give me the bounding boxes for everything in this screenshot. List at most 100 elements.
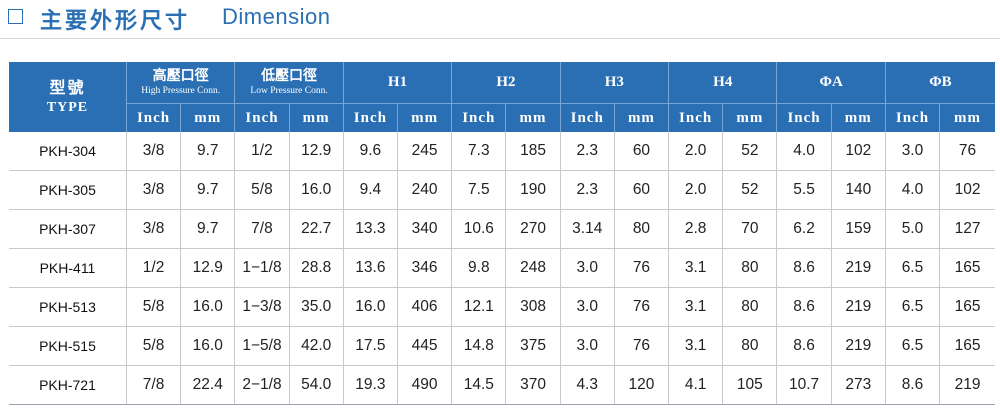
value-cell: 7/8: [125, 365, 181, 405]
high-pressure-conn-cn: 高壓口徑: [152, 68, 209, 84]
high-pressure-conn-header: 高壓口徑 High Pressure Conn.: [125, 62, 235, 104]
value-cell: 1−5/8: [234, 326, 290, 366]
value-cell: 12.9: [180, 248, 235, 288]
value-cell: 13.6: [342, 248, 398, 288]
value-cell: 8.6: [884, 365, 940, 405]
value-cell: 52: [722, 170, 777, 210]
value-cell: 80: [722, 287, 777, 327]
phi-a-header: ΦA: [776, 62, 886, 104]
table-row: PKH-411 1/2 12.9 1−1/8 28.8 13.6 346 9.8 248 3.0 7…: [9, 248, 995, 288]
value-cell: 28.8: [288, 248, 344, 288]
value-cell: 4.1: [668, 365, 723, 405]
value-cell: 375: [505, 326, 561, 366]
low-pressure-mm-header: mm: [288, 103, 344, 132]
value-cell: 6.2: [776, 209, 832, 249]
value-cell: 102: [830, 132, 886, 171]
value-cell: 16.0: [180, 287, 235, 327]
value-cell: 70: [722, 209, 777, 249]
value-cell: 14.5: [451, 365, 506, 405]
value-cell: 80: [722, 248, 777, 288]
value-cell: 370: [505, 365, 561, 405]
h2-mm-header: mm: [505, 103, 561, 132]
model-cell: PKH-305: [9, 170, 127, 210]
value-cell: 3.0: [884, 132, 940, 171]
value-cell: 219: [830, 287, 886, 327]
table-unit-row: Inch mm Inch mm Inch mm Inch mm Inch mm Inch mm Inch…: [9, 103, 995, 132]
type-header-cn: 型號: [49, 78, 86, 97]
value-cell: 76: [613, 248, 669, 288]
value-cell: 190: [505, 170, 561, 210]
value-cell: 165: [939, 287, 995, 327]
phi-b-mm-header: mm: [939, 103, 995, 132]
h2-inch-header: Inch: [451, 103, 506, 132]
value-cell: 12.1: [451, 287, 506, 327]
value-cell: 5/8: [125, 287, 181, 327]
table-body: PKH-304 3/8 9.7 1/2 12.9 9.6 245 7.3 185 2.3 60 2.0…: [9, 132, 995, 405]
phi-a-inch-header: Inch: [776, 103, 832, 132]
value-cell: 80: [722, 326, 777, 366]
high-pressure-inch-header: Inch: [125, 103, 181, 132]
checkbox-square-icon: [8, 9, 23, 24]
value-cell: 4.0: [776, 132, 832, 171]
value-cell: 8.6: [776, 287, 832, 327]
h2-header: H2: [451, 62, 561, 104]
value-cell: 9.6: [342, 132, 398, 171]
section-title-cn: 主要外形尺寸: [40, 9, 191, 34]
table-row: PKH-305 3/8 9.7 5/8 16.0 9.4 240 7.5 190 2.3 60 2.0…: [9, 170, 995, 210]
h3-header: H3: [559, 62, 669, 104]
value-cell: 346: [396, 248, 452, 288]
value-cell: 4.0: [884, 170, 940, 210]
value-cell: 248: [505, 248, 561, 288]
value-cell: 308: [505, 287, 561, 327]
value-cell: 490: [396, 365, 452, 405]
value-cell: 3/8: [125, 209, 181, 249]
value-cell: 60: [613, 170, 669, 210]
value-cell: 3.1: [668, 326, 723, 366]
value-cell: 7.3: [451, 132, 506, 171]
value-cell: 2.0: [668, 170, 723, 210]
value-cell: 127: [939, 209, 995, 249]
value-cell: 17.5: [342, 326, 398, 366]
value-cell: 2−1/8: [234, 365, 290, 405]
section-title-bar: 主要外形尺寸 Dimension: [0, 0, 1000, 36]
value-cell: 159: [830, 209, 886, 249]
table-row: PKH-304 3/8 9.7 1/2 12.9 9.6 245 7.3 185 2.3 60 2.0…: [9, 132, 995, 171]
value-cell: 76: [613, 326, 669, 366]
value-cell: 406: [396, 287, 452, 327]
h4-mm-header: mm: [722, 103, 777, 132]
model-cell: PKH-307: [9, 209, 127, 249]
value-cell: 2.8: [668, 209, 723, 249]
table-row: PKH-721 7/8 22.4 2−1/8 54.0 19.3 490 14.5 370 4.3…: [9, 365, 995, 405]
type-header: 型號 TYPE: [9, 62, 127, 132]
h1-inch-header: Inch: [342, 103, 398, 132]
value-cell: 13.3: [342, 209, 398, 249]
title-divider: [0, 38, 1000, 39]
value-cell: 140: [830, 170, 886, 210]
value-cell: 219: [830, 248, 886, 288]
value-cell: 76: [613, 287, 669, 327]
h1-header: H1: [342, 62, 452, 104]
model-cell: PKH-411: [9, 248, 127, 288]
value-cell: 9.4: [342, 170, 398, 210]
value-cell: 7/8: [234, 209, 290, 249]
value-cell: 3.1: [668, 248, 723, 288]
high-pressure-mm-header: mm: [180, 103, 235, 132]
value-cell: 185: [505, 132, 561, 171]
value-cell: 6.5: [884, 287, 940, 327]
model-cell: PKH-304: [9, 132, 127, 171]
value-cell: 35.0: [288, 287, 344, 327]
value-cell: 273: [830, 365, 886, 405]
value-cell: 340: [396, 209, 452, 249]
value-cell: 7.5: [451, 170, 506, 210]
value-cell: 10.6: [451, 209, 506, 249]
value-cell: 76: [939, 132, 995, 171]
value-cell: 5/8: [125, 326, 181, 366]
value-cell: 1−3/8: [234, 287, 290, 327]
table-row: PKH-307 3/8 9.7 7/8 22.7 13.3 340 10.6 270 3.14 80…: [9, 209, 995, 249]
value-cell: 165: [939, 248, 995, 288]
table-row: PKH-513 5/8 16.0 1−3/8 35.0 16.0 406 12.1 308 3.0…: [9, 287, 995, 327]
value-cell: 2.0: [668, 132, 723, 171]
value-cell: 3.14: [559, 209, 615, 249]
value-cell: 60: [613, 132, 669, 171]
value-cell: 10.7: [776, 365, 832, 405]
